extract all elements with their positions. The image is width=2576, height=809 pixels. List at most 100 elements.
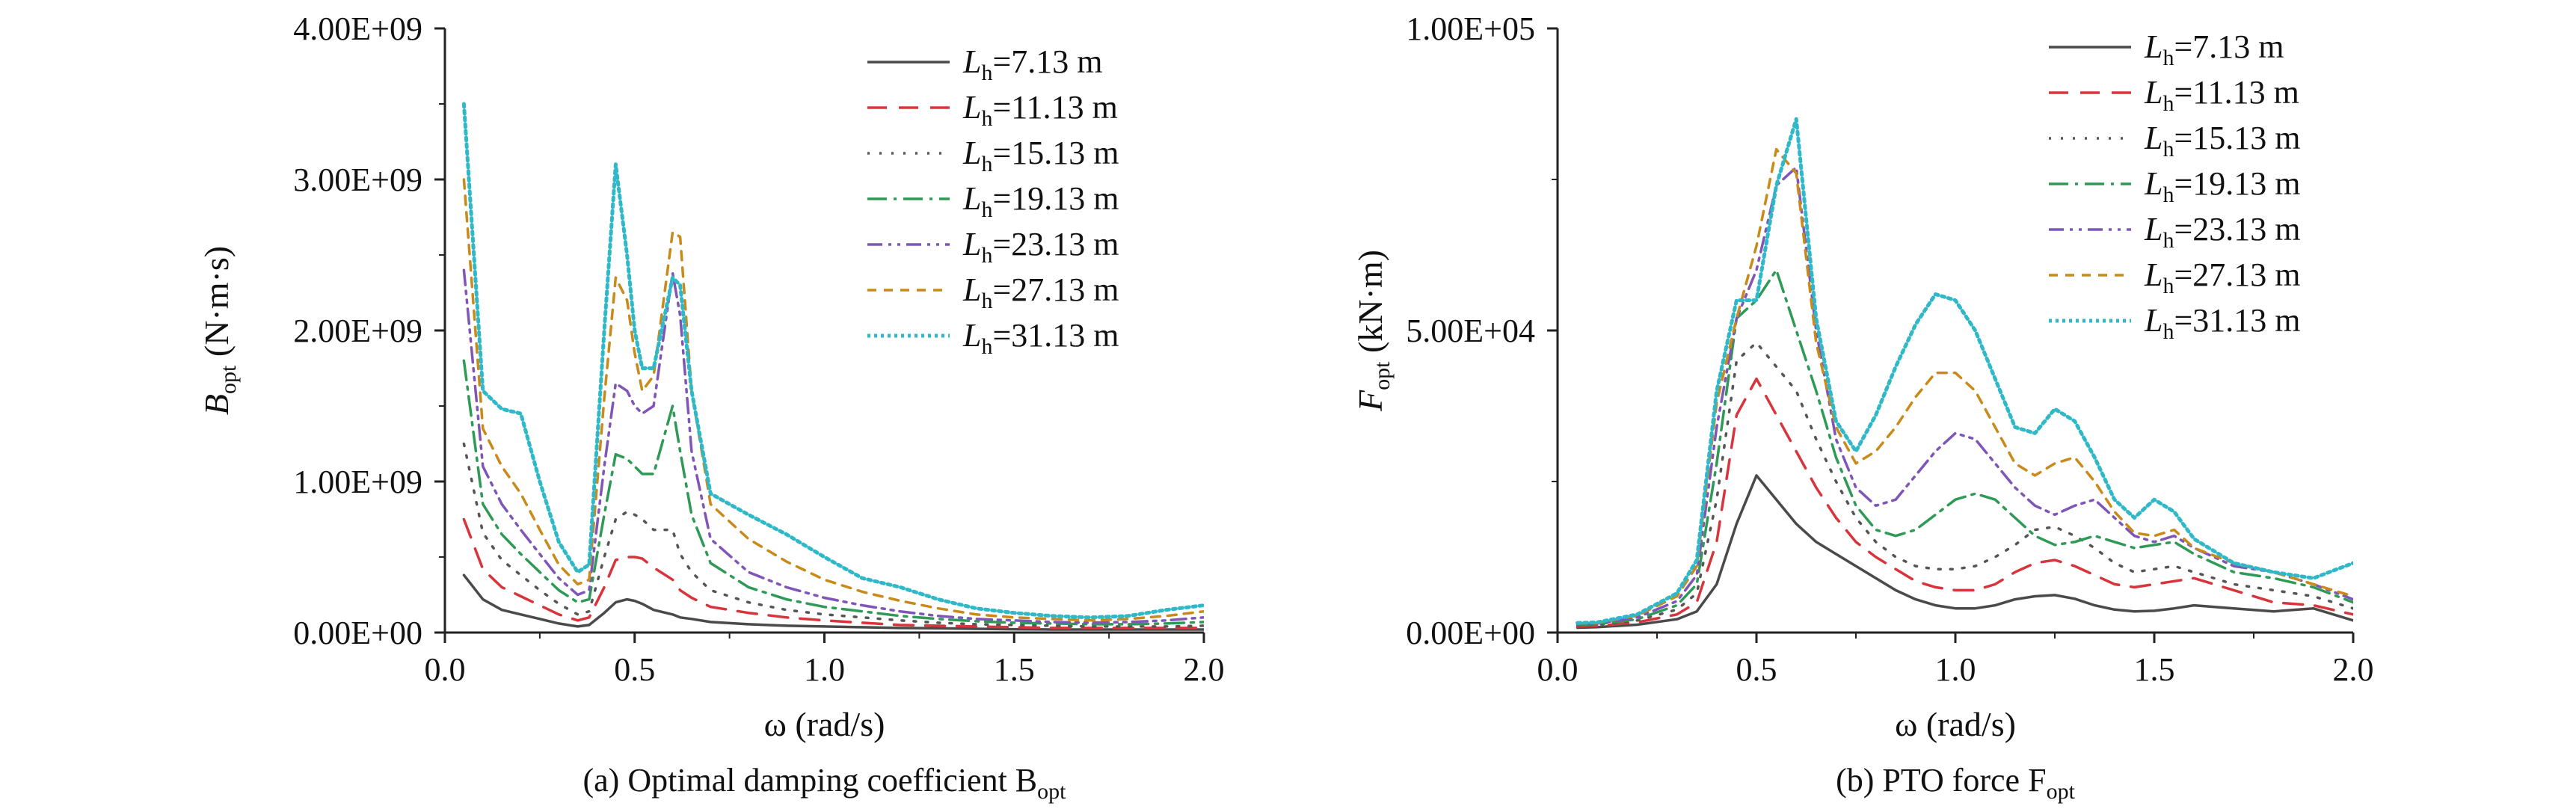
y-tick-label-a: 1.00E+09 [293, 464, 422, 500]
legend-symbol: L [2144, 165, 2162, 202]
x-axis-title-b: ω (rad/s) [1895, 705, 2016, 743]
legend-symbol: L [962, 271, 981, 308]
panel-b: 0.0 0.5 1.0 1.5 2.0 0.00E+00 5.00E+04 1.00E+05 L… [1351, 10, 2374, 804]
caption-sub: opt [1037, 779, 1066, 804]
legend-symbol-sub: h [2162, 274, 2174, 298]
caption-sub: opt [2047, 779, 2076, 804]
caption-text: (a) Optimal damping coefficient B [582, 762, 1037, 799]
x-tick-label-b: 1.5 [2134, 651, 2175, 688]
legend-series-name: =7.13 m [2174, 28, 2284, 65]
legend-symbol: L [962, 226, 981, 262]
legend-symbol: L [2144, 256, 2162, 293]
legend-symbol-sub: h [981, 61, 992, 85]
legend-label-a-3: Lh=15.13 m [962, 135, 1119, 176]
series-line-a-7 [461, 102, 1204, 620]
x-tick-label-a: 1.0 [804, 651, 845, 688]
y-axis-title-b: Fopt (kN·m) [1351, 250, 1395, 412]
y-axis-title-a: Bopt (N·m·s) [197, 246, 241, 415]
y-tick-label-a: 0.00E+00 [293, 615, 422, 651]
series-line-b-3 [1576, 341, 2353, 627]
legend-symbol: L [2144, 28, 2162, 65]
x-tick-label-a: 1.5 [994, 651, 1035, 688]
legend-symbol-sub: h [981, 152, 992, 176]
y-axis-title-unit: (N·m·s) [197, 246, 236, 366]
series-line-a-6 [462, 178, 1204, 622]
legend-symbol-sub: h [2162, 182, 2174, 207]
panel-a: 0.0 0.5 1.0 1.5 2.0 0.00E+00 1.00E+09 2.00E+09 3… [197, 10, 1225, 804]
legend-label-a-7: Lh=31.13 m [962, 317, 1119, 359]
legend-series-name: =19.13 m [992, 180, 1119, 217]
caption-b: (b) PTO force Fopt [1836, 762, 2075, 804]
legend-label-b-7: Lh=31.13 m [2144, 302, 2301, 344]
legend-series-name: =11.13 m [2174, 74, 2299, 111]
legend-symbol: L [962, 43, 981, 80]
legend-symbol: L [2144, 302, 2162, 339]
legend-series-name: =23.13 m [2174, 211, 2300, 247]
legend-label-b-3: Lh=15.13 m [2144, 120, 2301, 162]
series-line-b-1 [1576, 474, 2353, 630]
x-tick-label-a: 2.0 [1184, 651, 1225, 688]
legend-symbol: L [2144, 74, 2162, 111]
legend-symbol: L [2144, 211, 2162, 247]
legend-symbol-sub: h [981, 289, 992, 313]
series-line-a-4 [462, 359, 1204, 626]
series-line-a-2 [462, 517, 1204, 630]
y-axis-title-sub: opt [1370, 361, 1395, 390]
legend-series-name: =31.13 m [2174, 302, 2300, 339]
y-tick-label-a: 3.00E+09 [293, 162, 422, 198]
legend-label-a-5: Lh=23.13 m [962, 226, 1119, 268]
legend-series-name: =15.13 m [992, 135, 1119, 171]
legend-symbol-sub: h [2162, 137, 2174, 162]
caption-a: (a) Optimal damping coefficient Bopt [582, 762, 1066, 804]
legend-label-b-4: Lh=19.13 m [2144, 165, 2301, 207]
series-line-b-6 [1576, 147, 2353, 625]
legend-symbol-sub: h [981, 243, 992, 268]
series-line-b-7 [1576, 117, 2353, 625]
y-tick-label-b: 5.00E+04 [1406, 313, 1535, 349]
x-tick-label-b: 0.5 [1736, 651, 1777, 688]
legend-symbol: L [962, 89, 981, 126]
legend-label-a-6: Lh=27.13 m [962, 271, 1119, 313]
y-axis-title-sub: opt [216, 365, 241, 394]
legend-label-a-2: Lh=11.13 m [962, 89, 1118, 131]
y-axis-title-unit: (kN·m) [1351, 250, 1389, 361]
caption-text: (b) PTO force F [1836, 762, 2046, 799]
legend-label-b-2: Lh=11.13 m [2144, 74, 2299, 116]
series-line-b-2 [1576, 377, 2353, 628]
legend-series-name: =19.13 m [2174, 165, 2300, 202]
x-tick-label-a: 0.5 [614, 651, 655, 688]
y-axis-title-symbol: B [197, 394, 236, 415]
legend-series-name: =23.13 m [992, 226, 1119, 262]
legend-symbol-sub: h [2162, 228, 2174, 253]
legend-label-b-5: Lh=23.13 m [2144, 211, 2301, 253]
legend-series-name: =27.13 m [2174, 256, 2300, 293]
legend-label-b-6: Lh=27.13 m [2144, 256, 2301, 298]
legend-symbol: L [2144, 120, 2162, 156]
legend-symbol: L [962, 135, 981, 171]
series-line-b-5 [1576, 166, 2353, 626]
y-tick-label-a: 4.00E+09 [293, 10, 422, 47]
legend-series-name: =15.13 m [2174, 120, 2300, 156]
x-axis-title-a: ω (rad/s) [764, 705, 885, 743]
legend-symbol-sub: h [981, 334, 992, 359]
legend-series-name: =31.13 m [992, 317, 1119, 354]
x-tick-label-b: 0.0 [1537, 651, 1579, 688]
x-tick-label-b: 2.0 [2333, 651, 2374, 688]
legend-series-name: =27.13 m [992, 271, 1119, 308]
y-tick-label-a: 2.00E+09 [293, 313, 422, 349]
y-axis-title-symbol: F [1351, 390, 1389, 412]
legend-series-name: =7.13 m [992, 43, 1102, 80]
legend-label-a-4: Lh=19.13 m [962, 180, 1119, 222]
series-line-a-1 [462, 573, 1204, 631]
series-line-a-5 [462, 268, 1204, 624]
legend-label-a-1: Lh=7.13 m [962, 43, 1103, 85]
x-tick-label-b: 1.0 [1935, 651, 1976, 688]
legend-symbol: L [962, 317, 981, 354]
legend-label-b-1: Lh=7.13 m [2144, 28, 2284, 70]
x-tick-label-a: 0.0 [425, 651, 466, 688]
legend-symbol: L [962, 180, 981, 217]
legend-symbol-sub: h [981, 197, 992, 222]
legend-symbol-sub: h [981, 106, 992, 131]
legend-symbol-sub: h [2162, 46, 2174, 70]
